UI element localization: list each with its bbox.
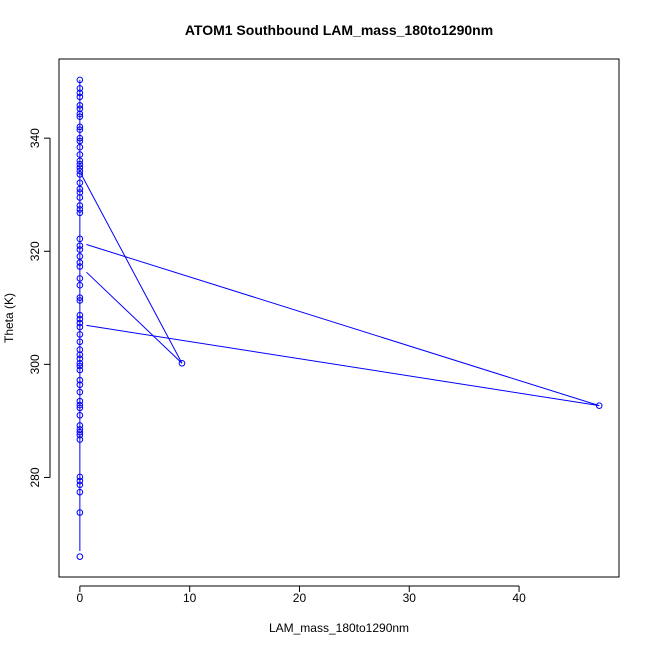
data-point <box>76 323 84 331</box>
plot-frame <box>58 58 620 578</box>
data-point <box>76 411 84 419</box>
series-line-segment <box>86 244 600 407</box>
data-point <box>76 401 84 409</box>
data-point <box>76 355 84 363</box>
data-point <box>76 294 84 301</box>
data-point <box>76 76 84 84</box>
data-point <box>76 202 84 209</box>
data-point <box>76 110 84 118</box>
series-line-segment <box>86 324 600 407</box>
data-point <box>76 428 84 436</box>
data-point <box>595 402 603 409</box>
data-point <box>76 553 84 560</box>
data-point <box>76 164 84 171</box>
data-point <box>76 157 84 165</box>
data-point <box>76 143 84 151</box>
series-line-segment <box>80 173 183 364</box>
data-point <box>76 366 84 374</box>
x-axis-label: LAM_mass_180to1290nm <box>269 621 409 635</box>
data-point <box>76 359 84 367</box>
data-point <box>76 346 84 353</box>
data-point <box>76 185 84 193</box>
data-point <box>76 85 84 92</box>
x-tick-label: 40 <box>512 591 526 605</box>
x-tick-label: 30 <box>403 591 417 605</box>
data-point <box>76 381 84 389</box>
data-point <box>76 311 84 319</box>
data-point <box>76 134 84 142</box>
data-point <box>76 297 84 304</box>
data-point <box>76 167 84 175</box>
y-tick-label: 280 <box>28 467 42 487</box>
data-point <box>76 275 84 282</box>
data-point <box>76 426 84 433</box>
data-point <box>76 397 84 405</box>
data-point <box>76 246 84 253</box>
data-point <box>76 189 84 196</box>
data-point <box>76 253 84 260</box>
data-point <box>76 404 84 412</box>
data-point <box>76 319 84 327</box>
series-line-segment <box>86 271 183 364</box>
data-point <box>76 259 84 266</box>
data-point <box>76 388 84 396</box>
y-tick-label: 300 <box>28 354 42 374</box>
data-point <box>76 263 84 270</box>
data-point <box>76 194 84 201</box>
x-tick-label: 10 <box>183 591 197 605</box>
data-point <box>76 105 84 113</box>
x-tick-label: 20 <box>293 591 307 605</box>
data-point <box>76 89 84 97</box>
data-point <box>76 123 84 131</box>
data-point <box>76 338 84 346</box>
data-point <box>76 488 84 496</box>
data-point <box>76 422 84 429</box>
chart-title: ATOM1 Southbound LAM_mass_180to1290nm <box>185 22 493 38</box>
data-point <box>76 171 84 178</box>
data-point <box>76 351 84 359</box>
data-point <box>76 102 84 109</box>
data-point <box>76 477 84 485</box>
y-axis-label: Theta (K) <box>2 293 16 343</box>
data-point <box>76 376 84 384</box>
data-point <box>178 359 186 367</box>
x-tick-label: 0 <box>77 591 84 605</box>
y-tick-label: 340 <box>28 128 42 148</box>
data-point <box>76 93 84 101</box>
data-point <box>76 179 84 187</box>
data-point <box>76 315 84 323</box>
data-point <box>76 331 84 338</box>
data-point <box>76 113 84 120</box>
data-point <box>76 509 84 516</box>
data-point <box>76 209 84 217</box>
data-point <box>76 151 84 158</box>
data-point <box>76 206 84 213</box>
data-point <box>76 362 84 370</box>
data-point <box>76 126 84 133</box>
plot-area: 0 10 20 30 40 280 300 320 340 <box>28 58 620 605</box>
data-point <box>76 242 84 249</box>
data-point <box>76 436 84 443</box>
data-point <box>76 235 84 243</box>
data-point <box>76 281 84 289</box>
y-tick-label: 320 <box>28 241 42 261</box>
data-point <box>76 481 84 489</box>
data-point <box>76 137 84 145</box>
data-point <box>76 473 84 481</box>
data-point <box>76 160 84 168</box>
